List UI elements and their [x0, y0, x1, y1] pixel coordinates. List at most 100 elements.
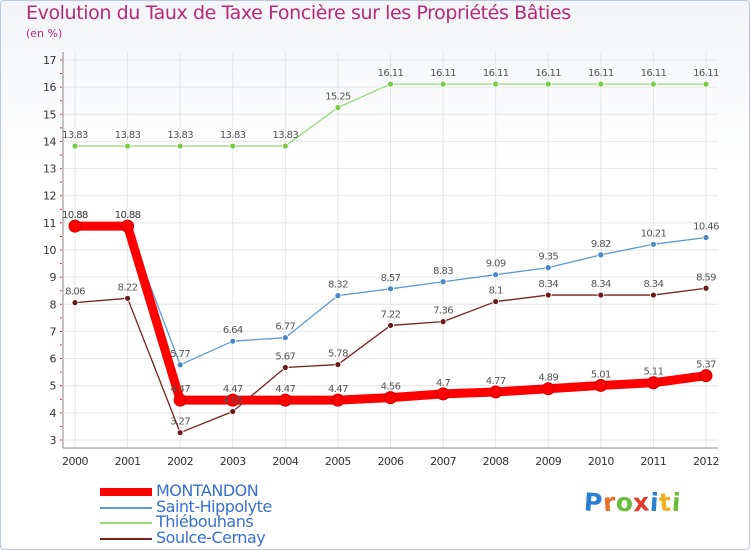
data-point	[384, 391, 397, 405]
data-label: 6.64	[223, 325, 243, 336]
y-tick-label: 14	[43, 135, 56, 148]
data-point	[281, 364, 289, 371]
data-label: 5.37	[696, 360, 716, 371]
data-label: 16.11	[378, 68, 404, 79]
y-tick-label: 5	[50, 380, 57, 393]
x-tick-label: 2005	[325, 455, 351, 468]
data-point	[173, 393, 187, 407]
legend-swatch	[100, 537, 152, 540]
data-point	[436, 387, 450, 401]
data-label: 16.11	[693, 68, 719, 79]
data-point	[176, 361, 184, 369]
data-label: 3.27	[170, 417, 190, 428]
x-tick-label: 2011	[640, 455, 666, 468]
data-point	[439, 278, 447, 286]
data-point	[334, 292, 342, 300]
y-tick-label: 4	[50, 407, 57, 420]
data-point	[229, 142, 237, 150]
data-label: 4.47	[170, 384, 190, 395]
y-tick-label: 11	[43, 217, 56, 230]
data-point	[489, 385, 503, 399]
data-point	[650, 240, 657, 248]
data-point	[650, 80, 657, 88]
data-point	[594, 378, 608, 392]
x-tick-label: 2001	[115, 455, 141, 468]
data-point	[597, 80, 605, 88]
data-label: 4.7	[436, 378, 450, 389]
data-label: 4.47	[328, 384, 348, 395]
legend-swatch	[100, 488, 152, 496]
data-label: 8.57	[381, 273, 401, 284]
data-label: 5.67	[275, 352, 295, 363]
data-label: 5.01	[591, 369, 611, 380]
data-label: 13.83	[115, 130, 141, 141]
y-tick-label: 13	[43, 163, 56, 176]
x-tick-label: 2010	[588, 455, 614, 468]
legend-swatch	[100, 522, 152, 524]
data-label: 4.47	[275, 384, 295, 395]
data-point	[68, 219, 82, 233]
y-tick-label: 12	[43, 190, 56, 203]
data-label: 5.78	[328, 349, 348, 360]
data-label: 9.35	[538, 252, 558, 263]
data-point	[387, 80, 394, 88]
data-point	[334, 361, 342, 368]
data-point	[121, 219, 135, 233]
proxiti-logo: Proxiti	[583, 487, 682, 518]
x-tick-label: 2007	[430, 455, 456, 468]
data-label: 6.77	[275, 322, 295, 333]
data-point	[281, 334, 289, 342]
data-point	[387, 285, 394, 293]
data-label: 13.83	[273, 130, 299, 141]
data-label: 13.83	[167, 130, 193, 141]
data-point	[176, 142, 184, 150]
data-point	[699, 369, 713, 383]
data-label: 8.34	[643, 279, 663, 290]
data-point	[387, 322, 394, 329]
y-tick-label: 3	[50, 434, 57, 447]
x-tick-label: 2002	[167, 455, 193, 468]
data-point	[492, 298, 500, 305]
legend-label: Soulce-Cernay	[156, 527, 266, 547]
data-label: 7.36	[433, 306, 453, 317]
data-label: 16.11	[430, 68, 456, 79]
y-tick-label: 7	[50, 325, 57, 338]
data-label: 8.34	[591, 279, 611, 290]
data-point	[334, 104, 342, 111]
data-point	[226, 393, 240, 407]
data-label: 10.88	[115, 210, 141, 221]
data-point	[597, 251, 605, 259]
chart-title: Evolution du Taux de Taxe Foncière sur l…	[26, 2, 571, 24]
data-label: 5.77	[170, 349, 190, 360]
x-tick-label: 2000	[62, 455, 88, 468]
data-label: 10.88	[62, 210, 88, 221]
data-point	[71, 142, 79, 150]
data-point	[439, 80, 447, 88]
data-point	[71, 299, 79, 307]
logo-letter: P	[583, 487, 604, 518]
legend-swatch	[100, 506, 152, 509]
data-point	[331, 393, 345, 407]
data-point	[229, 337, 237, 345]
data-point	[439, 318, 447, 326]
x-tick-label: 2004	[272, 455, 298, 468]
data-point	[702, 234, 710, 241]
data-label: 4.89	[538, 373, 558, 384]
x-tick-label: 2006	[378, 455, 404, 468]
data-label: 8.34	[538, 279, 558, 290]
data-label: 10.21	[641, 228, 667, 239]
data-point	[492, 271, 500, 279]
y-tick-label: 17	[43, 54, 56, 67]
x-tick-label: 2009	[535, 455, 561, 468]
data-label: 4.56	[381, 382, 401, 393]
data-point	[492, 80, 500, 88]
data-point	[541, 382, 555, 396]
y-tick-label: 15	[43, 108, 56, 121]
data-point	[597, 291, 605, 299]
data-label: 4.47	[223, 384, 243, 395]
y-tick-label: 10	[43, 244, 56, 257]
data-point	[544, 291, 552, 299]
data-point	[650, 291, 657, 299]
data-point	[124, 294, 131, 302]
